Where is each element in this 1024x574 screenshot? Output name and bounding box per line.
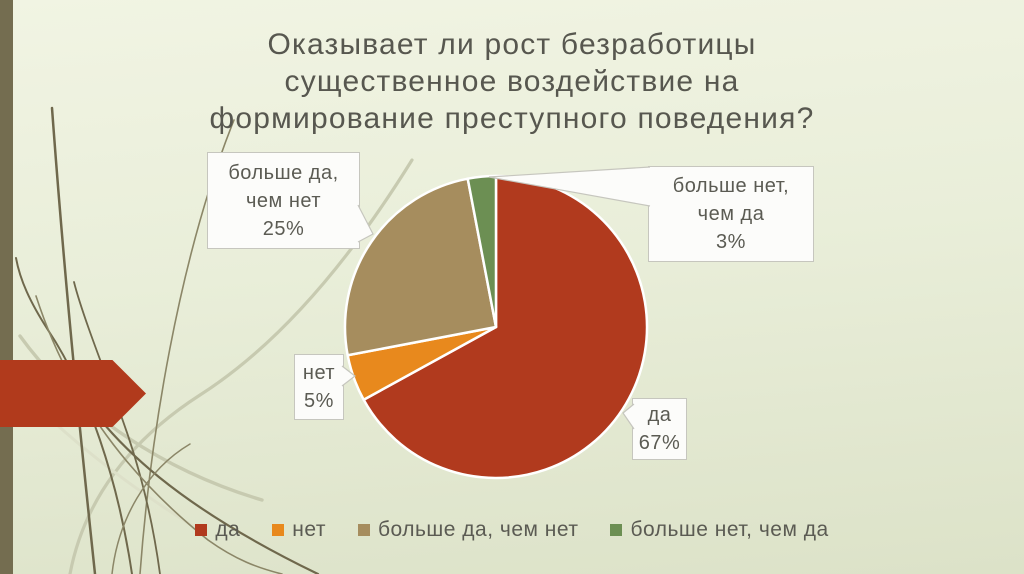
callout-bolshe-da-chem-net: больше да, чем нет 25% [207,152,360,249]
pie-slices [343,174,649,480]
legend-item-da: да [195,518,240,542]
legend-swatch-bolshe-da [357,524,370,536]
legend-swatch-net [272,524,285,536]
pointer-bolshe-da-icon [357,204,374,243]
callout-net: нет 5% [294,354,344,420]
callout-bolshe-net-chem-da: больше нет, чем да 3% [648,166,814,262]
legend-label-da: да [215,518,241,541]
legend-label-bolshe-da: больше да, чем нет [377,518,579,541]
legend-label-bolshe-net: больше нет, чем да [630,518,829,541]
left-accent-bar [0,0,13,574]
slide-title: Оказывает ли рост безработицы существенн… [209,28,815,135]
pie-slice-3 [343,177,498,357]
callout-da: да 67% [632,398,687,460]
legend-label-net: нет [292,518,326,541]
legend-swatch-bolshe-net [610,524,623,536]
legend-item-bolshe-da: больше да, чем нет [357,518,579,542]
pie-slice-2 [346,325,498,401]
pie-slice-4 [466,174,498,329]
chart-legend: да нет больше да, чем нет больше нет, че… [0,518,1024,542]
legend-swatch-da [195,524,208,536]
legend-item-net: нет [272,518,326,542]
pointer-bolshe-net-icon [488,166,651,207]
red-arrow-shape [0,360,146,427]
pie-slice-1 [362,174,649,480]
legend-item-bolshe-net: больше нет, чем да [610,518,828,542]
